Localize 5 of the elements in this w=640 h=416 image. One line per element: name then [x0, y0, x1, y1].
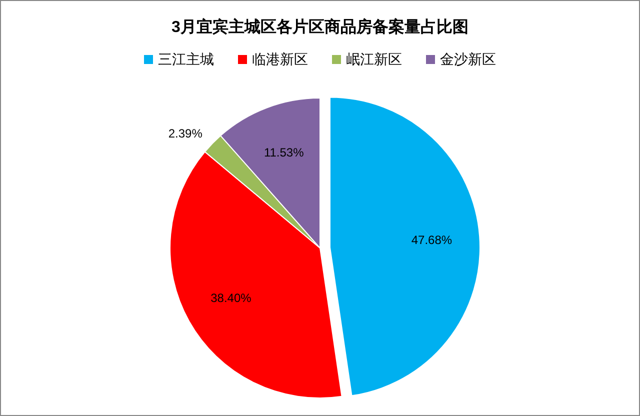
legend-label: 金沙新区 — [440, 51, 496, 67]
legend-label: 岷江新区 — [346, 51, 402, 67]
chart-title: 3月宜宾主城区各片区商品房备案量占比图 — [172, 17, 468, 36]
legend-label: 三江主城 — [158, 51, 214, 67]
legend-label: 临港新区 — [252, 51, 308, 67]
